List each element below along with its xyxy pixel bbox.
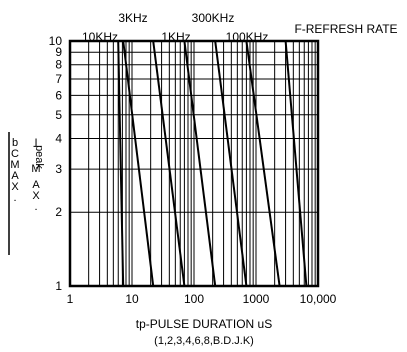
curve-300khz bbox=[183, 40, 217, 287]
x-tick-label: 10,000 bbox=[300, 292, 337, 306]
y-axis-label-right-part: peak bbox=[33, 145, 45, 169]
curve-f-refresh-rate bbox=[245, 40, 281, 287]
series-label: 100KHz bbox=[226, 30, 269, 44]
series-label: 10KHz bbox=[82, 30, 118, 44]
x-tick-label: 100 bbox=[184, 292, 204, 306]
y-tick-label: 3 bbox=[55, 162, 62, 176]
y-tick-label: 7 bbox=[55, 72, 62, 86]
plot-border bbox=[68, 39, 320, 288]
x-axis-note: (1,2,3,4,6,8,B.D.J.K) bbox=[154, 335, 254, 347]
y-axis-label-right-part: I bbox=[34, 137, 37, 149]
curves bbox=[117, 40, 308, 287]
y-axis-label-left-char: . bbox=[13, 192, 16, 204]
y-tick-label: 6 bbox=[55, 88, 62, 102]
y-tick-label: 8 bbox=[55, 58, 62, 72]
y-axis-label-right-part: A bbox=[32, 179, 40, 191]
x-tick-label: 1 bbox=[67, 292, 74, 306]
series-label: F-REFRESH RATE bbox=[294, 22, 397, 36]
y-tick-label: 9 bbox=[55, 45, 62, 59]
curve-10khz bbox=[117, 40, 125, 287]
y-tick-label: 10 bbox=[49, 34, 63, 48]
y-axis-label-left-char: A bbox=[11, 170, 19, 182]
plot-frame bbox=[68, 39, 320, 288]
x-tick-label: 10 bbox=[125, 292, 139, 306]
curve-1khz bbox=[152, 40, 186, 287]
y-axis-label-left-char: M bbox=[10, 159, 19, 171]
curve-unlabeled bbox=[284, 40, 308, 287]
curve-100khz bbox=[214, 40, 248, 287]
y-axis-label-left-char: b bbox=[12, 137, 18, 149]
y-axis-label-right-part: . bbox=[34, 201, 37, 213]
y-tick-label: 5 bbox=[55, 108, 62, 122]
y-axis-label-left-char: X bbox=[11, 181, 19, 193]
y-axis-label-right-part: X bbox=[32, 190, 40, 202]
x-axis-title: tp-PULSE DURATION uS bbox=[136, 317, 272, 331]
series-label: 300KHz bbox=[192, 11, 235, 25]
y-tick-label: 1 bbox=[55, 279, 62, 293]
series-label: 1KHz bbox=[161, 30, 190, 44]
series-label: 3KHz bbox=[118, 11, 147, 25]
y-axis-label-right-part: M bbox=[31, 163, 40, 175]
y-axis-label-left-char: C bbox=[11, 148, 19, 160]
x-tick-label: 1000 bbox=[243, 292, 270, 306]
grid bbox=[70, 41, 318, 286]
y-tick-label: 4 bbox=[55, 131, 62, 145]
curve-3khz bbox=[122, 40, 155, 287]
y-tick-label: 2 bbox=[55, 205, 62, 219]
